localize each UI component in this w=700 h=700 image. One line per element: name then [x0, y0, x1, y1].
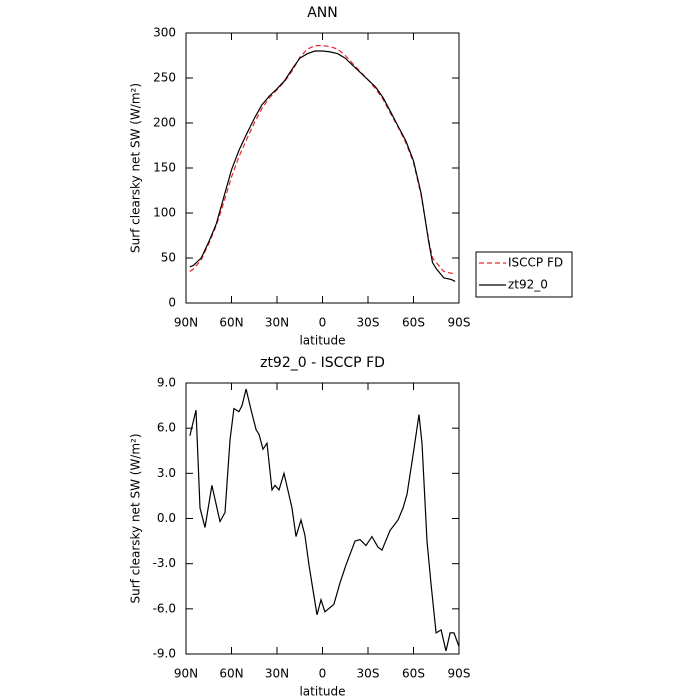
y-tick-label: 9.0: [157, 376, 176, 390]
x-tick-label: 90S: [448, 316, 471, 330]
x-tick-label: 30S: [357, 316, 380, 330]
y-tick-label: 0: [168, 296, 176, 310]
x-tick-label: 60N: [219, 316, 243, 330]
y-tick-label: 150: [153, 161, 176, 175]
x-tick-label: 60S: [402, 316, 425, 330]
x-tick-label: 0: [319, 316, 327, 330]
y-axis-label: Surf clearsky net SW (W/m²): [129, 433, 143, 603]
y-tick-label: 50: [161, 251, 176, 265]
data-line: [189, 388, 460, 652]
x-tick-label: 0: [319, 667, 327, 681]
legend-box: [475, 251, 573, 298]
data-line: [189, 50, 456, 282]
y-tick-label: 6.0: [157, 421, 176, 435]
x-axis-label: latitude: [299, 685, 345, 699]
chart-title: zt92_0 - ISCCP FD: [260, 355, 385, 371]
y-tick-label: 200: [153, 116, 176, 130]
x-axis-label: latitude: [299, 334, 345, 348]
chart-title: ANN: [307, 5, 338, 21]
x-tick-label: 30S: [357, 667, 380, 681]
x-tick-label: 60N: [219, 667, 243, 681]
y-tick-label: -6.0: [153, 601, 176, 615]
legend-label: zt92_0: [508, 278, 548, 292]
x-tick-label: 30N: [265, 667, 289, 681]
plot-frame: [185, 32, 460, 304]
data-line: [189, 45, 456, 274]
legend-label: ISCCP FD: [508, 256, 563, 270]
x-tick-label: 90S: [448, 667, 471, 681]
y-axis-label: Surf clearsky net SW (W/m²): [129, 83, 143, 253]
x-tick-label: 30N: [265, 316, 289, 330]
x-tick-label: 90N: [174, 316, 198, 330]
y-tick-label: 0.0: [157, 511, 176, 525]
y-tick-label: -9.0: [153, 647, 176, 661]
y-tick-label: -3.0: [153, 556, 176, 570]
x-tick-label: 60S: [402, 667, 425, 681]
y-tick-label: 3.0: [157, 466, 176, 480]
y-tick-label: 250: [153, 71, 176, 85]
x-tick-label: 90N: [174, 667, 198, 681]
y-tick-label: 300: [153, 26, 176, 40]
y-tick-label: 100: [153, 206, 176, 220]
